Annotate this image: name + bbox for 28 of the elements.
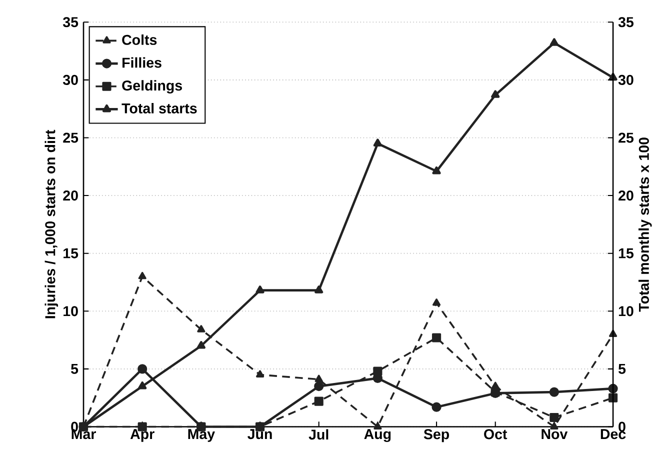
y2-axis-title: Total monthly starts x 100 <box>638 137 652 312</box>
y2-tick-label: 5 <box>618 364 626 374</box>
y-tick-label: 35 <box>62 16 78 27</box>
y2-tick-label: 35 <box>618 16 634 27</box>
legend-label: Total starts <box>122 102 197 114</box>
x-tick-label: Nov <box>542 428 568 439</box>
y-tick-label: 25 <box>63 132 78 143</box>
y2-tick-label: 25 <box>618 132 634 143</box>
y2-tick-label: 20 <box>618 190 634 200</box>
y2-tick-label: 15 <box>618 248 634 258</box>
x-tick-label: Oct <box>484 428 508 440</box>
y-tick-label: 15 <box>64 248 78 258</box>
x-tick-label: Aug <box>364 428 391 442</box>
x-tick-label: Jun <box>248 428 272 439</box>
x-tick-label: Apr <box>130 428 154 442</box>
y2-tick-label: 30 <box>618 74 634 85</box>
x-tick-label: Jul <box>308 428 328 440</box>
legend-label: Geldings <box>122 80 182 94</box>
y-tick-label: 5 <box>71 364 78 374</box>
y2-tick-label: 10 <box>618 306 634 316</box>
x-tick-label: Sep <box>424 428 449 442</box>
legend-label: Fillies <box>122 57 162 68</box>
y-axis-title: Injuries / 1,000 starts on dirt <box>44 130 58 318</box>
legend-label: Colts <box>122 34 157 45</box>
y-tick-label: 10 <box>64 306 78 316</box>
y-tick-label: 30 <box>62 74 78 85</box>
y-tick-label: 20 <box>63 190 78 200</box>
x-tick-label: May <box>188 428 215 442</box>
